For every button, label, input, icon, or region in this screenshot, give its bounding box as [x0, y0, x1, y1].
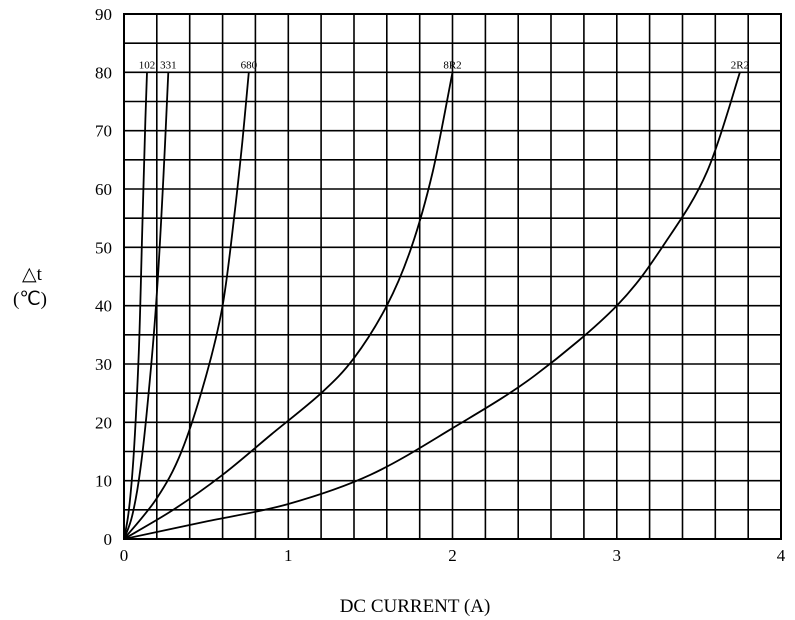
- grid: [124, 14, 781, 539]
- x-axis-label: DC CURRENT (A): [340, 596, 491, 617]
- plot-frame: [123, 13, 782, 540]
- y-tick-label: 70: [95, 122, 112, 141]
- curve-label-8r2: 8R2: [443, 59, 461, 71]
- y-tick-label: 10: [95, 472, 112, 491]
- y-axis-label-delta-t: △t: [22, 264, 43, 285]
- y-tick-label: 30: [95, 355, 112, 374]
- curve-102: [123, 72, 148, 540]
- y-axis-label-unit: (℃): [13, 289, 47, 310]
- curve-label-102: 102: [139, 59, 156, 71]
- curve-2r2: [123, 72, 741, 540]
- curve-8r2: [123, 72, 454, 540]
- x-tick-label: 0: [120, 546, 129, 565]
- y-tick-label: 50: [95, 238, 112, 257]
- x-tick-label: 2: [448, 546, 457, 565]
- curve-label-331: 331: [160, 59, 177, 71]
- y-tick-label: 80: [95, 63, 112, 82]
- curves: 102 331 680 8R2 2R2: [123, 59, 749, 540]
- y-tick-label: 20: [95, 413, 112, 432]
- curve-label-680: 680: [241, 59, 258, 71]
- curve-label-2r2: 2R2: [731, 59, 749, 71]
- curve-680: [123, 72, 250, 540]
- x-tick-label: 3: [613, 546, 622, 565]
- y-tick-label: 90: [95, 5, 112, 24]
- x-tick-label: 4: [777, 546, 786, 565]
- curve-331: [123, 72, 170, 540]
- y-tick-label: 0: [104, 530, 113, 549]
- y-tick-label: 60: [95, 180, 112, 199]
- x-tick-label: 1: [284, 546, 293, 565]
- y-tick-label: 40: [95, 297, 112, 316]
